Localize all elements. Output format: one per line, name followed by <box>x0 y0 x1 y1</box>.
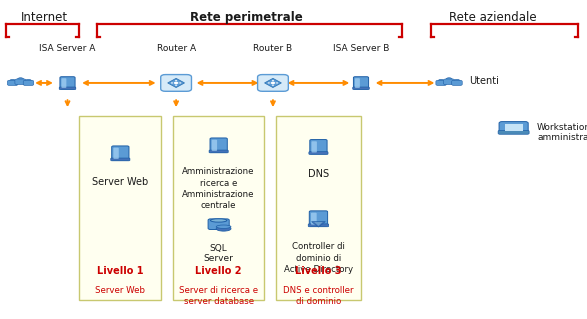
Ellipse shape <box>216 225 231 228</box>
Text: Internet: Internet <box>21 11 68 24</box>
Text: Utenti: Utenti <box>470 76 500 86</box>
Circle shape <box>438 79 444 83</box>
Circle shape <box>175 85 177 86</box>
Circle shape <box>454 79 460 83</box>
FancyBboxPatch shape <box>312 141 317 152</box>
FancyBboxPatch shape <box>111 158 130 161</box>
Polygon shape <box>168 78 184 87</box>
Circle shape <box>272 85 274 86</box>
FancyBboxPatch shape <box>62 78 66 88</box>
FancyBboxPatch shape <box>498 130 529 134</box>
Text: ISA Server A: ISA Server A <box>39 44 96 53</box>
FancyBboxPatch shape <box>161 75 191 91</box>
Circle shape <box>174 82 178 84</box>
Circle shape <box>17 78 24 81</box>
FancyBboxPatch shape <box>308 224 329 227</box>
FancyBboxPatch shape <box>15 79 26 85</box>
FancyBboxPatch shape <box>112 146 129 160</box>
Circle shape <box>272 80 274 81</box>
Text: Amministrazione
ricerca e
Amministrazione
centrale: Amministrazione ricerca e Amministrazion… <box>183 167 255 210</box>
FancyBboxPatch shape <box>505 124 522 131</box>
Bar <box>276 116 361 300</box>
Circle shape <box>276 82 278 84</box>
Circle shape <box>268 82 270 84</box>
Circle shape <box>10 79 15 83</box>
FancyBboxPatch shape <box>499 122 528 133</box>
FancyBboxPatch shape <box>309 211 328 226</box>
Polygon shape <box>312 222 325 227</box>
FancyBboxPatch shape <box>209 150 228 153</box>
Ellipse shape <box>210 219 227 222</box>
Ellipse shape <box>216 226 231 231</box>
Polygon shape <box>315 222 323 226</box>
FancyBboxPatch shape <box>452 80 462 85</box>
FancyBboxPatch shape <box>60 77 75 89</box>
FancyBboxPatch shape <box>59 87 76 90</box>
FancyBboxPatch shape <box>353 77 369 89</box>
Text: Server Web: Server Web <box>92 177 149 187</box>
Text: Livello 2: Livello 2 <box>195 266 242 276</box>
FancyBboxPatch shape <box>355 78 360 88</box>
FancyBboxPatch shape <box>210 138 227 152</box>
Text: Router B: Router B <box>254 44 292 53</box>
Polygon shape <box>265 78 281 87</box>
Text: DNS e controller
di dominio: DNS e controller di dominio <box>283 286 354 306</box>
FancyBboxPatch shape <box>8 80 18 85</box>
FancyBboxPatch shape <box>208 219 229 229</box>
FancyBboxPatch shape <box>212 140 217 151</box>
Circle shape <box>175 80 177 81</box>
Circle shape <box>179 82 181 84</box>
Text: Router A: Router A <box>157 44 195 53</box>
FancyBboxPatch shape <box>23 80 33 85</box>
FancyBboxPatch shape <box>311 213 316 225</box>
FancyBboxPatch shape <box>113 148 119 159</box>
Circle shape <box>446 78 453 81</box>
Circle shape <box>271 82 275 84</box>
Circle shape <box>26 79 31 83</box>
FancyBboxPatch shape <box>258 75 288 91</box>
Text: Livello 3: Livello 3 <box>295 266 342 276</box>
FancyBboxPatch shape <box>436 80 446 85</box>
Bar <box>79 116 161 300</box>
Text: DNS: DNS <box>308 169 329 179</box>
FancyBboxPatch shape <box>443 79 455 85</box>
Text: SQL
Server: SQL Server <box>204 244 234 263</box>
FancyBboxPatch shape <box>310 139 327 154</box>
Text: Rete perimetrale: Rete perimetrale <box>190 11 303 24</box>
Text: ISA Server B: ISA Server B <box>333 44 389 53</box>
Bar <box>173 116 264 300</box>
Text: Controller di
dominio di
Active Directory: Controller di dominio di Active Director… <box>284 242 353 274</box>
Text: Livello 1: Livello 1 <box>97 266 144 276</box>
FancyBboxPatch shape <box>353 87 369 90</box>
Text: Server di ricerca e
server database: Server di ricerca e server database <box>179 286 258 306</box>
FancyBboxPatch shape <box>309 152 328 154</box>
Circle shape <box>171 82 173 84</box>
Text: Rete aziendale: Rete aziendale <box>449 11 537 24</box>
Text: Workstation
amministratore: Workstation amministratore <box>537 123 587 142</box>
Text: Server Web: Server Web <box>95 286 146 294</box>
